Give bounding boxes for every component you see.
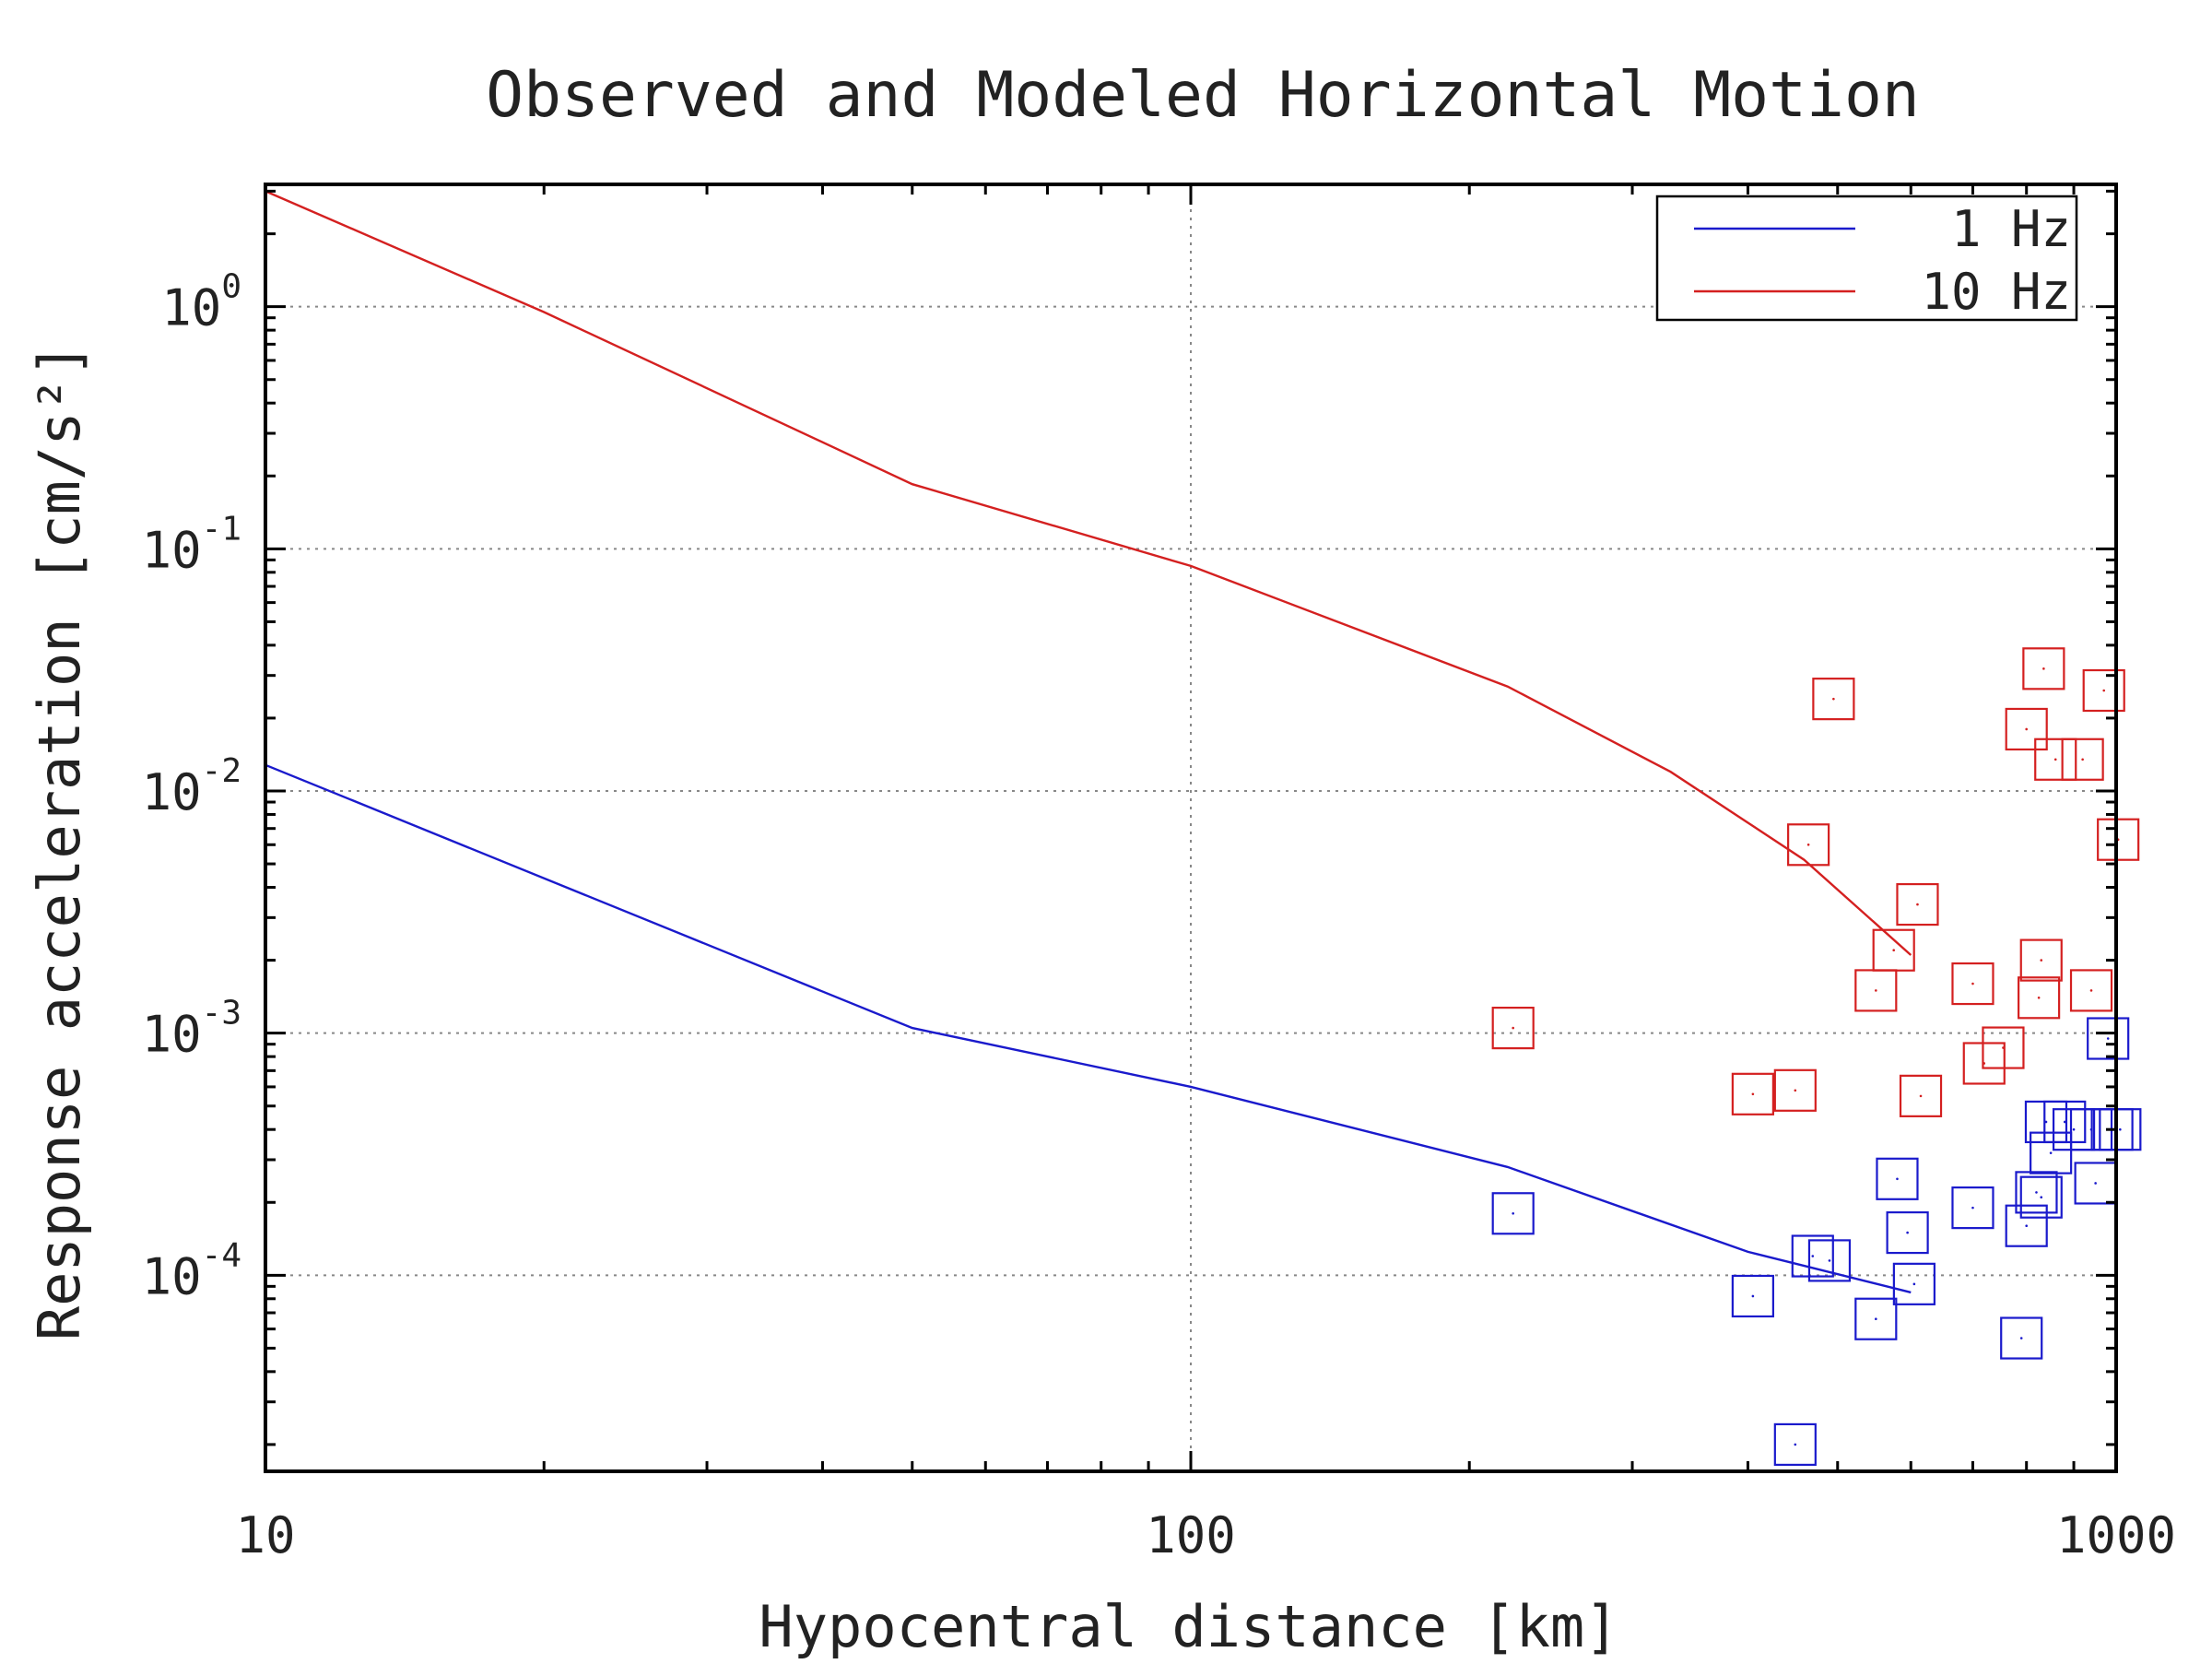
data-point-dot [2106,1037,2110,1040]
data-point-marker [1491,1192,1535,1235]
chart-title: Observed and Modeled Horizontal Motion [486,59,1920,132]
data-point-marker [2022,647,2065,690]
data-point-dot [2002,1046,2005,1049]
data-point-marker [1773,1068,1817,1112]
data-point-dot [2040,1196,2043,1198]
data-point-marker [1854,1297,1898,1340]
data-point-dot [1916,903,1919,906]
y-axis-label: Response acceleration [cm/s²] [26,343,93,1341]
data-point-marker [2005,1204,2048,1247]
y-tick-label: 10-2 [142,752,241,821]
legend-label: 10 Hz [1921,263,2071,321]
data-point-marker [1491,1007,1535,1050]
data-point-dot [2063,1120,2066,1124]
series-line-0 [265,763,1912,1294]
data-point-marker [1982,1026,2025,1069]
data-point-marker [2061,738,2104,781]
data-point-marker [1876,1157,1919,1200]
legend-box [1655,195,2078,322]
data-point-dot [2053,758,2057,761]
data-point-dot [2102,689,2106,692]
data-point-marker [1892,1262,1936,1305]
data-point-marker [1951,1186,1994,1230]
data-point-dot [1832,697,1835,701]
data-point-marker [1807,1239,1852,1282]
data-point-dot [1794,1443,1797,1446]
data-point-dot [2019,1337,2023,1339]
series-layer [265,190,2142,1467]
data-point-dot [1806,843,1810,846]
data-point-marker [2069,969,2113,1012]
data-point-marker [1872,928,1915,972]
data-point-marker [1791,1234,1834,1278]
data-point-marker [1962,1042,2006,1085]
data-point-dot [2089,989,2093,992]
data-point-dot [1971,982,1974,985]
data-point-dot [1811,1255,1815,1257]
data-point-dot [2037,996,2041,999]
data-point-dot [2042,667,2045,670]
y-tick-label: 10-3 [142,995,241,1064]
data-point-marker [1886,1210,1929,1255]
series-line-1 [265,190,1912,956]
data-point-dot [1828,1259,1831,1262]
data-point-dot [2119,1127,2122,1131]
data-point-marker [1731,1072,1774,1115]
data-point-marker [2082,668,2125,713]
data-point-marker [2000,1316,2043,1360]
data-point-dot [2035,1191,2038,1194]
data-point-dot [1875,989,1877,992]
data-point-dot [1512,1026,1514,1030]
data-point-dot [1875,1317,1877,1321]
data-point-marker [2099,1108,2142,1151]
data-point-marker [2030,1131,2073,1174]
data-point-dot [2094,1182,2097,1185]
data-point-marker [2034,738,2077,781]
data-point-dot [1751,1092,1755,1096]
data-point-dot [1896,1177,1899,1181]
data-point-marker [2018,976,2061,1020]
x-tick-label: 100 [1146,1506,1236,1564]
y-tick-label: 10-1 [142,510,241,579]
data-point-dot [1512,1211,1514,1215]
data-point-dot [2081,758,2084,761]
data-point-marker [1773,1422,1817,1467]
grid [265,184,2116,1471]
data-point-dot [1794,1089,1797,1092]
data-point-dot [2072,1127,2076,1131]
data-point-marker [2097,818,2140,861]
data-point-dot [2049,1151,2053,1154]
data-point-dot [1906,1231,1909,1234]
data-point-marker [2019,1175,2063,1219]
data-point-dot [2025,727,2029,731]
data-point-dot [1892,949,1896,952]
data-point-dot [1971,1206,1974,1210]
data-point-dot [2025,1224,2029,1228]
data-point-marker [1951,962,1994,1006]
data-point-marker [1731,1274,1774,1318]
data-point-dot [2040,959,2043,962]
data-point-marker [2019,938,2063,982]
data-point-marker [1812,678,1855,721]
data-point-marker [2005,707,2048,751]
y-tick-label: 10-4 [142,1236,241,1305]
data-point-dot [1751,1294,1755,1298]
legend-label: 1 Hz [1951,200,2071,258]
data-point-marker [2043,1100,2087,1144]
data-point-marker [1899,1074,1943,1117]
data-point-dot [1912,1282,1916,1286]
x-axis-label: Hypocentral distance [km] [759,1593,1618,1659]
x-tick-label: 10 [235,1506,295,1564]
y-tick-label: 100 [161,268,241,337]
x-tick-label: 1000 [2056,1506,2176,1564]
data-point-dot [1919,1094,1923,1098]
data-point-marker [2087,1017,2130,1060]
data-point-marker [1896,882,1939,926]
data-point-marker [2015,1171,2058,1214]
data-point-marker [1787,823,1830,867]
axis-ticks: 100 10-1 10-2 10-3 10-4 10 100 1000 [142,184,2176,1564]
